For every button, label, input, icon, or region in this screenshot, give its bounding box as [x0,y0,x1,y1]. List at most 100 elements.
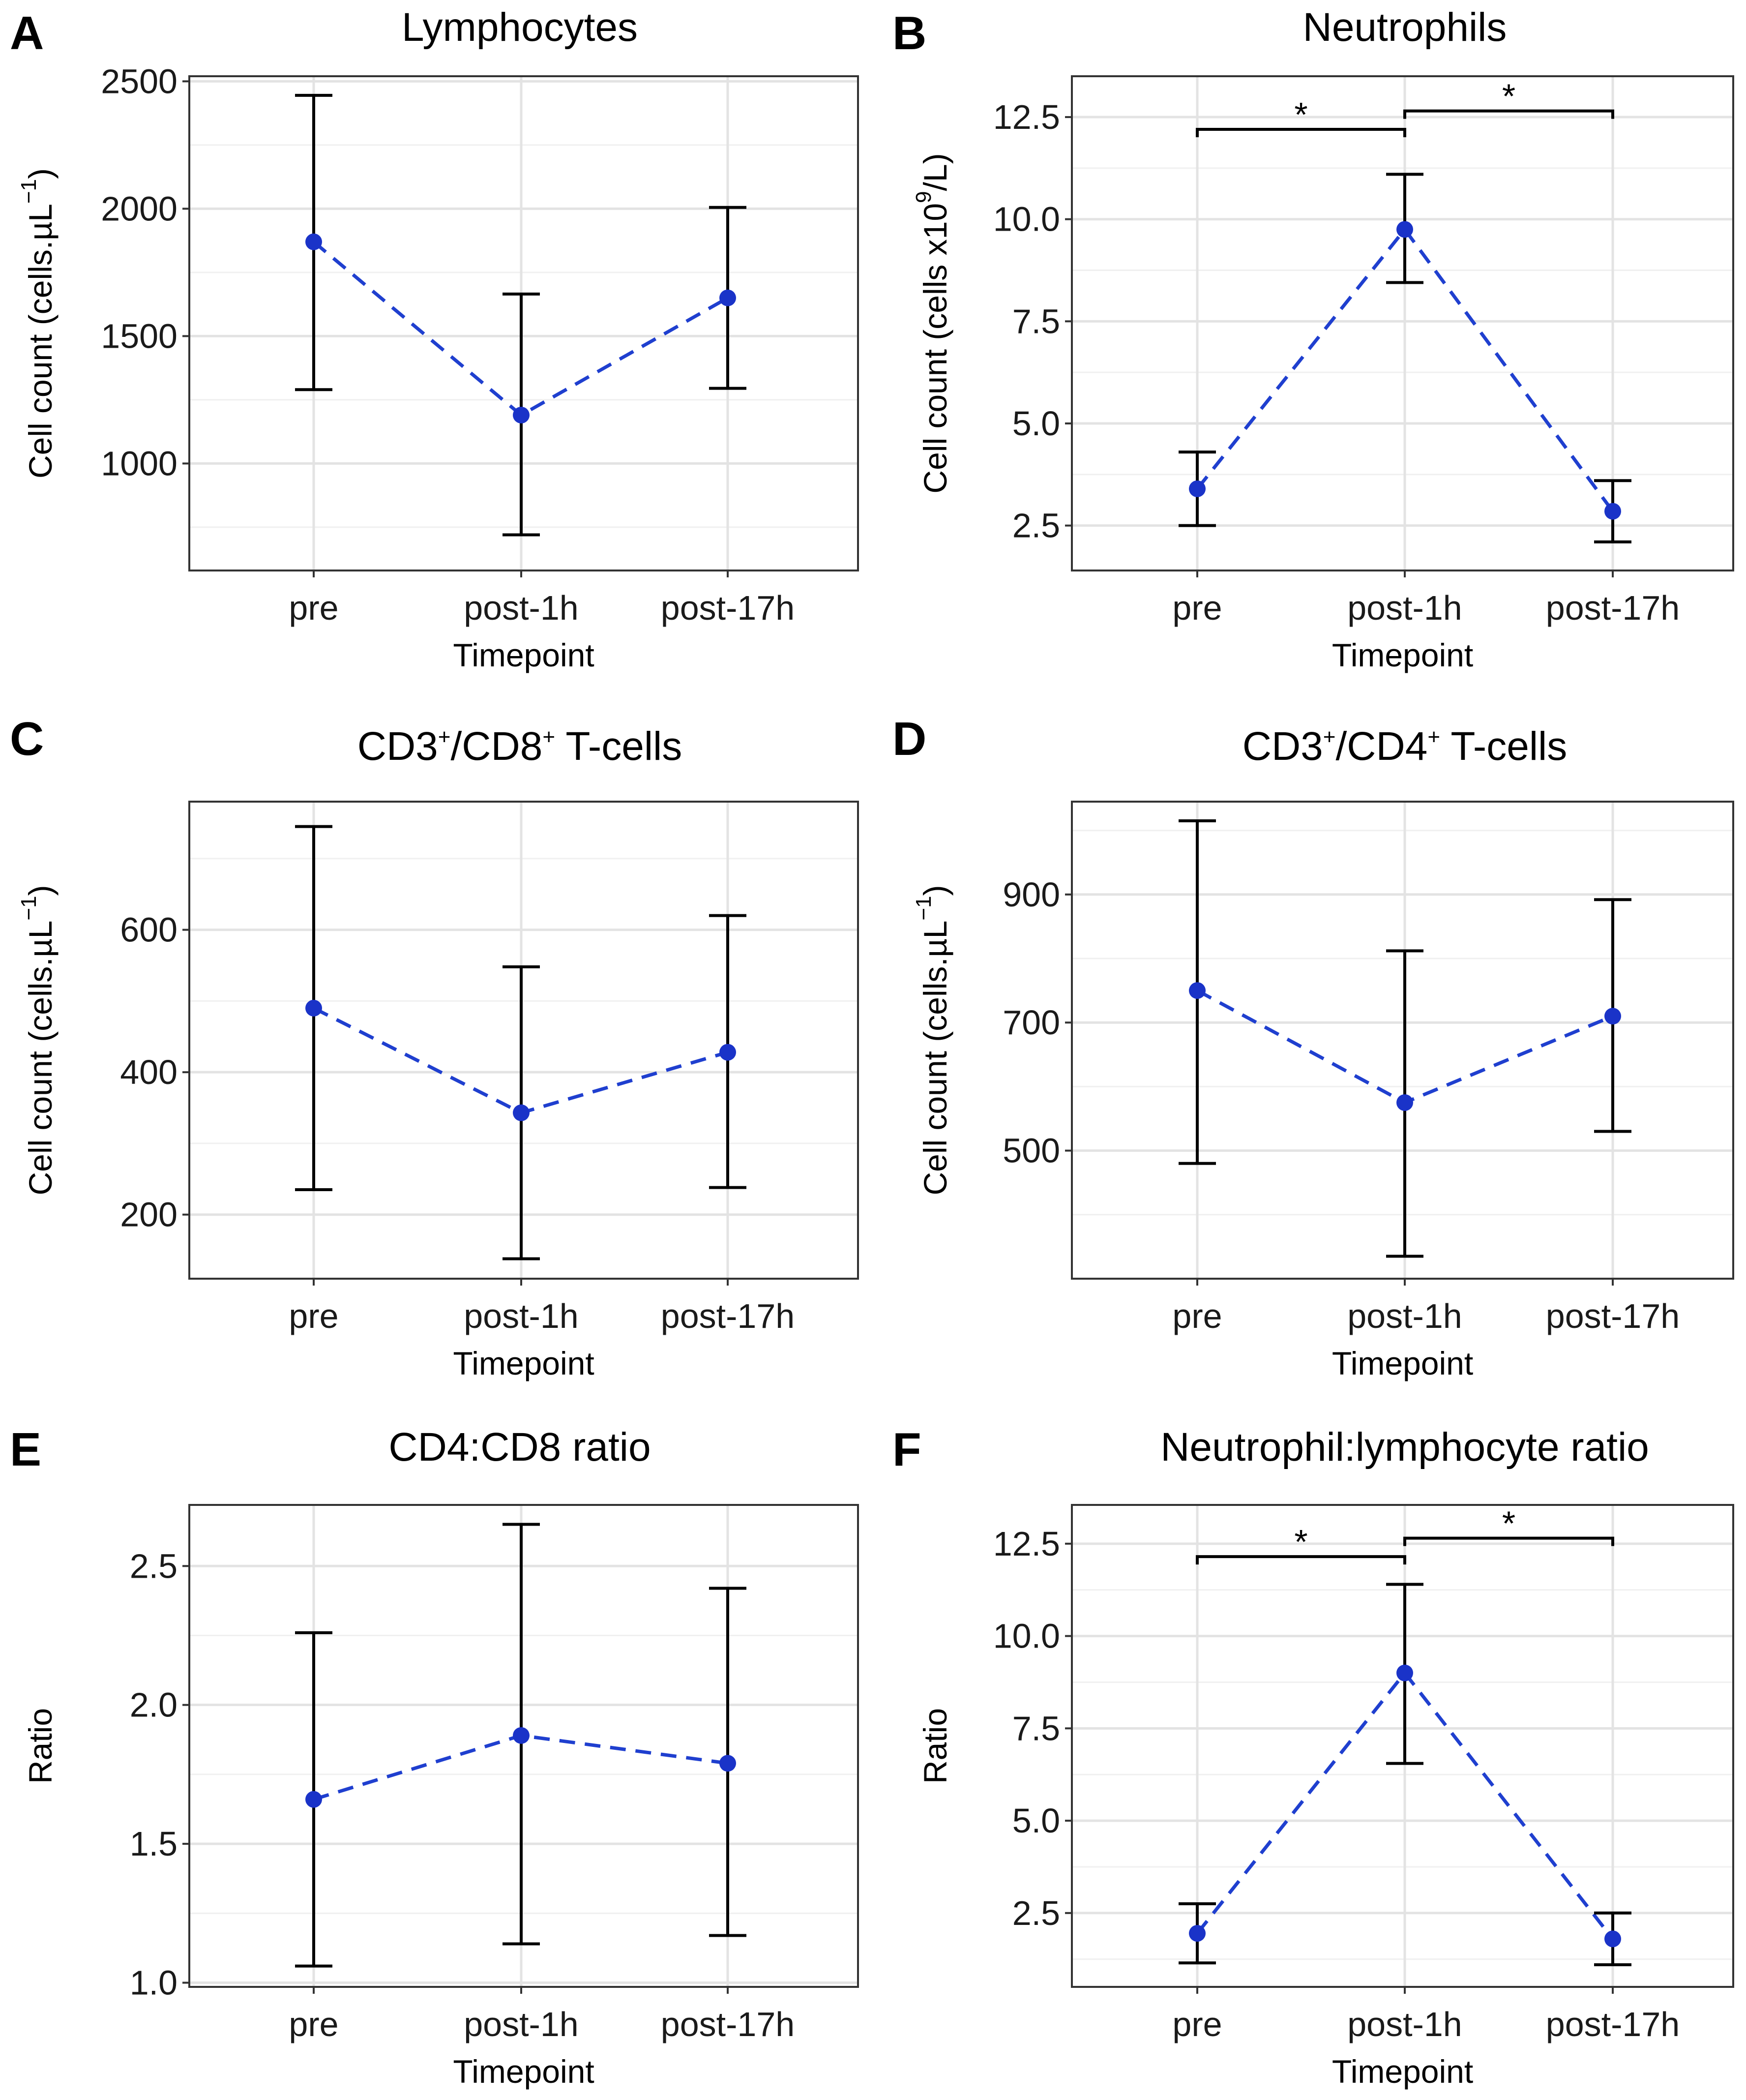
panel-label-f: F [892,1423,921,1476]
data-point-d-1 [1189,982,1206,999]
y-axis-label-f: Ratio [917,1708,953,1784]
panel-label-e: E [10,1423,41,1476]
x-tick-label-e: post-1h [464,2005,578,2043]
data-point-e-1 [305,1791,322,1808]
data-point-d-3 [1604,1008,1621,1025]
x-tick-label-b: post-17h [1546,589,1680,627]
y-axis-label-d: Cell count (cells.µL−1) [912,885,953,1195]
panel-b: B Neutrophils 2.5 5.0 7.5 10.0 12.5 pre post-1h p… [892,5,1734,673]
panel-title-a: Lymphocytes [402,5,638,50]
data-point-e-2 [513,1727,530,1744]
x-tick-label-d: post-17h [1546,1297,1680,1335]
x-axis-label-f: Timepoint [1332,2053,1473,2090]
data-point-f-3 [1604,1930,1621,1948]
y-tick-label-e: 2.0 [130,1686,178,1724]
y-tick-label-a: 2000 [101,189,178,228]
data-point-c-3 [719,1044,736,1061]
data-point-a-2 [513,406,530,423]
data-point-c-2 [513,1104,530,1121]
data-point-c-1 [305,999,322,1017]
panel-label-b: B [892,7,926,60]
x-tick-label-f: pre [1172,2005,1222,2043]
data-point-f-2 [1396,1664,1413,1681]
panel-title-d: CD3+/CD4+ T-cells [1243,724,1568,769]
panel-c: C CD3+/CD8+ T-cells 200 400 600 pre post-1h pos… [10,713,859,1381]
y-tick-label-e: 1.0 [130,1964,178,2002]
x-tick-label-f: post-17h [1546,2005,1680,2043]
data-point-b-2 [1396,221,1413,238]
panel-label-c: C [10,713,44,765]
panel-a: A Lymphocytes 1000 1500 2000 2500 pre post-1h po… [10,5,859,673]
y-axis-label-c: Cell count (cells.µL−1) [17,885,59,1195]
y-axis-label-e: Ratio [22,1708,59,1784]
x-tick-label-d: post-1h [1347,1297,1462,1335]
significance-bracket-f-1: * [1196,1523,1406,1565]
data-point-a-1 [305,233,322,250]
plot-border-b [1071,75,1734,571]
panel-title-b: Neutrophils [1303,5,1507,50]
y-tick-label-c: 600 [120,911,178,949]
x-tick-label-a: pre [289,589,338,627]
data-point-b-3 [1604,503,1621,520]
plot-border-d [1071,801,1734,1280]
y-tick-label-c: 200 [120,1196,178,1234]
y-tick-label-b: 12.5 [993,98,1060,136]
plot-border-f [1071,1504,1734,1988]
y-tick-label-d: 500 [1003,1132,1060,1170]
svg-text:*: * [1502,1504,1515,1543]
data-point-d-2 [1396,1094,1413,1111]
plot-border-e [188,1504,859,1988]
x-tick-label-e: pre [289,2005,338,2043]
significance-bracket-b-2: * [1403,77,1614,119]
panel-e: E CD4:CD8 ratio 1.0 1.5 2.0 2.5 pre post-1h post… [10,1423,859,2090]
panel-title-c: CD3+/CD8+ T-cells [357,724,682,769]
svg-text:*: * [1502,77,1515,116]
y-tick-label-a: 1500 [101,317,178,355]
y-tick-label-f: 10.0 [993,1617,1060,1655]
x-tick-label-b: pre [1172,589,1222,627]
y-tick-label-e: 2.5 [130,1547,178,1585]
x-tick-label-b: post-1h [1347,589,1462,627]
data-point-b-1 [1189,480,1206,497]
panel-label-d: D [892,713,926,765]
y-tick-label-b: 7.5 [1012,302,1060,340]
panel-title-f: Neutrophil:lymphocyte ratio [1160,1425,1649,1470]
y-tick-label-d: 900 [1003,875,1060,914]
y-tick-label-d: 700 [1003,1003,1060,1042]
x-axis-label-b: Timepoint [1332,637,1473,673]
plot-border-c [188,801,859,1280]
y-tick-label-c: 400 [120,1053,178,1091]
x-tick-label-a: post-1h [464,589,578,627]
y-tick-label-a: 2500 [101,62,178,100]
panel-d: D CD3+/CD4+ T-cells 500 700 900 pre post-1h pos… [892,713,1734,1381]
significance-bracket-b-1: * [1196,95,1406,137]
x-axis-label-a: Timepoint [453,637,594,673]
x-tick-label-c: pre [289,1297,338,1335]
y-tick-label-f: 7.5 [1012,1709,1060,1747]
series-line-b [1196,226,1614,512]
panel-title-e: CD4:CD8 ratio [388,1425,651,1470]
significance-bracket-f-2: * [1403,1504,1614,1546]
x-tick-label-e: post-17h [661,2005,795,2043]
svg-text:*: * [1294,95,1307,134]
svg-text:*: * [1294,1523,1307,1561]
y-tick-label-f: 2.5 [1012,1894,1060,1932]
panel-f: F Neutrophil:lymphocyte ratio 2.5 5.0 7.5 10.… [892,1423,1734,2090]
data-point-f-1 [1189,1925,1206,1942]
x-tick-label-c: post-1h [464,1297,578,1335]
y-tick-label-e: 1.5 [130,1825,178,1863]
data-point-a-3 [719,289,736,306]
x-tick-label-d: pre [1172,1297,1222,1335]
y-tick-label-a: 1000 [101,444,178,482]
x-tick-label-a: post-17h [661,589,795,627]
plot-border-a [188,75,859,571]
x-axis-label-c: Timepoint [453,1345,594,1381]
x-axis-label-d: Timepoint [1332,1345,1473,1381]
y-tick-label-f: 5.0 [1012,1801,1060,1840]
x-tick-label-f: post-1h [1347,2005,1462,2043]
x-axis-label-e: Timepoint [453,2053,594,2090]
x-tick-label-c: post-17h [661,1297,795,1335]
y-tick-label-f: 12.5 [993,1525,1060,1563]
panel-label-a: A [10,7,44,60]
